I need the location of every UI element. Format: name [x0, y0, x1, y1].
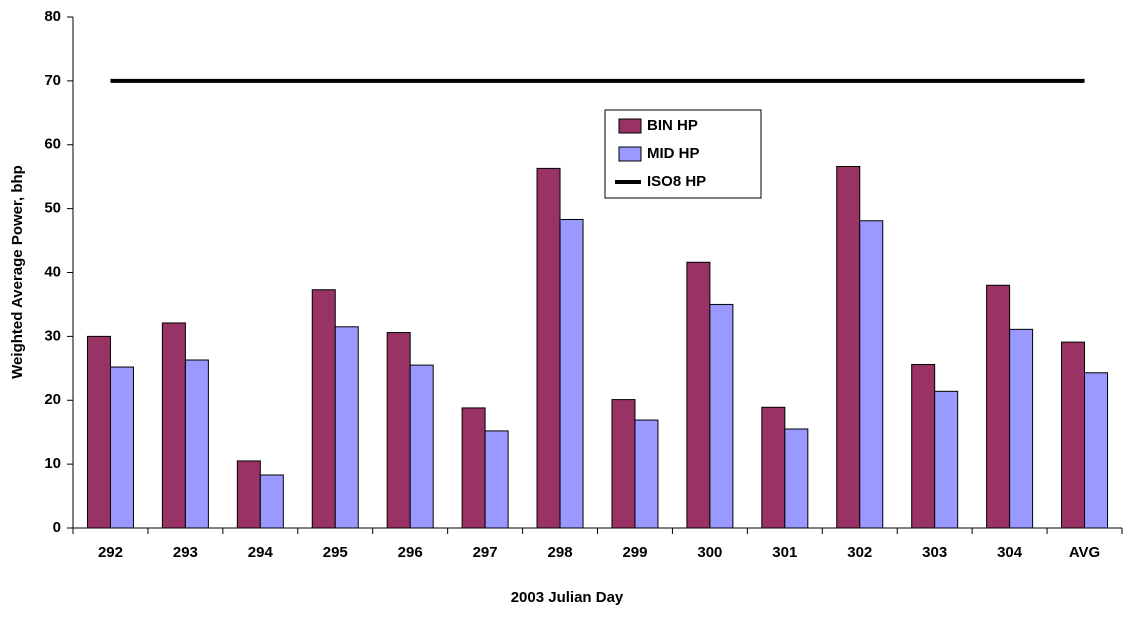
bar	[1061, 341, 1086, 529]
x-tick-label: 293	[173, 544, 198, 561]
bar	[259, 474, 284, 529]
bar	[484, 430, 509, 529]
x-tick-label: 301	[772, 544, 797, 561]
y-tick-label: 20	[44, 391, 61, 408]
legend-label: BIN HP	[647, 117, 698, 134]
bar	[536, 167, 561, 529]
legend-swatch	[618, 146, 642, 162]
x-tick-label: AVG	[1069, 544, 1100, 561]
bar	[761, 406, 786, 529]
x-tick-label: 303	[922, 544, 947, 561]
bar	[836, 165, 861, 529]
y-tick-label: 0	[53, 519, 61, 536]
x-tick-label: 292	[98, 544, 123, 561]
y-tick-label: 50	[44, 200, 61, 217]
x-tick-label: 300	[697, 544, 722, 561]
bar	[461, 407, 486, 529]
x-tick-label: 297	[473, 544, 498, 561]
bar	[334, 326, 359, 529]
bar	[86, 335, 111, 529]
y-tick-label: 30	[44, 327, 61, 344]
y-tick-label: 70	[44, 72, 61, 89]
x-tick-label: 304	[997, 544, 1023, 561]
bar	[709, 303, 734, 529]
y-axis-title: Weighted Average Power, bhp	[9, 165, 26, 379]
bar	[611, 399, 636, 529]
legend-swatch	[618, 118, 642, 134]
x-axis-title: 2003 Julian Day	[511, 589, 624, 606]
bar	[409, 364, 434, 529]
bar	[784, 428, 809, 529]
bar	[161, 322, 186, 529]
x-tick-label: 294	[248, 544, 274, 561]
y-tick-label: 80	[44, 8, 61, 25]
bar	[986, 284, 1011, 529]
y-tick-label: 10	[44, 455, 61, 472]
bar	[634, 419, 659, 529]
x-tick-label: 295	[323, 544, 348, 561]
legend-label: MID HP	[647, 145, 700, 162]
bar	[386, 332, 411, 529]
x-tick-label: 299	[622, 544, 647, 561]
bar	[236, 460, 261, 529]
bar	[911, 363, 936, 529]
bar	[311, 289, 336, 529]
bar	[1084, 372, 1109, 529]
x-tick-label: 298	[548, 544, 573, 561]
y-tick-label: 40	[44, 263, 61, 280]
bar	[559, 218, 584, 529]
x-tick-label: 302	[847, 544, 872, 561]
legend-label: ISO8 HP	[647, 173, 706, 190]
bar	[686, 261, 711, 529]
bar	[109, 366, 134, 529]
bar	[1009, 328, 1034, 529]
bar	[934, 390, 959, 529]
x-tick-label: 296	[398, 544, 423, 561]
bar	[184, 359, 209, 529]
y-tick-label: 60	[44, 136, 61, 153]
bar	[859, 220, 884, 529]
